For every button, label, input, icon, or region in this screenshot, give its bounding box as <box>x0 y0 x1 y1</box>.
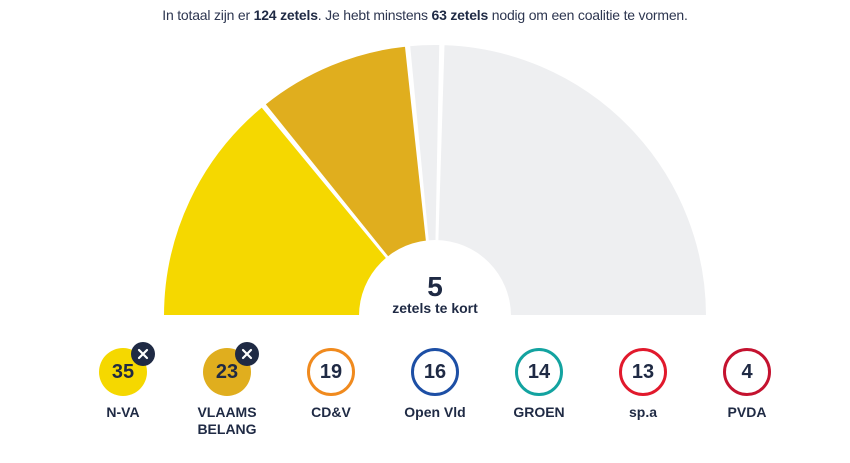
seats-short-count: 5 <box>427 271 443 302</box>
party-name: sp.a <box>628 404 657 420</box>
party-seat-circle[interactable]: 23 <box>203 342 259 396</box>
party-name: Open Vld <box>404 404 466 420</box>
seat-chart-slices <box>161 43 709 320</box>
party-seat-circle[interactable]: 35 <box>99 342 155 396</box>
party-name: N-VA <box>106 404 140 420</box>
party-seat-count: 23 <box>215 360 239 383</box>
party-seat-circle[interactable]: 19 <box>307 348 355 396</box>
party-name: VLAAMS BELANG <box>197 404 257 437</box>
party-groen[interactable]: 14 GROEN <box>484 348 594 421</box>
intro-middle: . Je hebt minstens <box>317 7 432 23</box>
close-icon[interactable] <box>235 342 259 366</box>
party-seat-circle[interactable]: 16 <box>411 348 459 396</box>
party-pvda[interactable]: 4 PVDA <box>692 348 802 421</box>
intro-needed-seats: 63 zetels <box>431 7 489 23</box>
party-seat-count: 16 <box>423 360 447 383</box>
party-name: PVDA <box>727 404 767 420</box>
party-spa[interactable]: 13 sp.a <box>588 348 698 421</box>
close-icon[interactable] <box>131 342 155 366</box>
party-vlaams-belang[interactable]: 23 VLAAMS BELANG <box>172 342 282 438</box>
seat-chart-hole <box>359 240 511 316</box>
party-seat-count: 13 <box>631 360 655 383</box>
party-name: CD&V <box>311 404 351 420</box>
party-open-vld[interactable]: 16 Open Vld <box>380 348 490 421</box>
seat-slice-empty <box>433 43 709 317</box>
party-nva[interactable]: 35 N-VA <box>68 342 178 421</box>
party-list: 35 N-VA 23 VLAAMS BELANG 19 CD&V <box>0 342 850 458</box>
party-seat-count: 19 <box>319 360 343 383</box>
seat-slice-vlaams-belang <box>262 44 437 320</box>
party-seat-count: 35 <box>111 360 135 383</box>
intro-suffix: nodig om een coalitie te vormen. <box>488 7 688 23</box>
party-seat-circle[interactable]: 13 <box>619 348 667 396</box>
party-seat-count: 4 <box>741 360 753 383</box>
seat-chart <box>161 43 709 320</box>
intro-total-seats: 124 zetels <box>253 7 318 23</box>
party-seat-circle[interactable]: 4 <box>723 348 771 396</box>
seat-slice-n-va <box>161 104 438 317</box>
intro-text: In totaal zijn er 124 zetels. Je hebt mi… <box>0 7 850 23</box>
party-seat-circle[interactable]: 14 <box>515 348 563 396</box>
seats-short-label: zetels te kort <box>392 300 478 316</box>
intro-prefix: In totaal zijn er <box>162 7 254 23</box>
party-cdv[interactable]: 19 CD&V <box>276 348 386 421</box>
party-seat-count: 14 <box>527 360 551 383</box>
party-name: GROEN <box>513 404 565 420</box>
